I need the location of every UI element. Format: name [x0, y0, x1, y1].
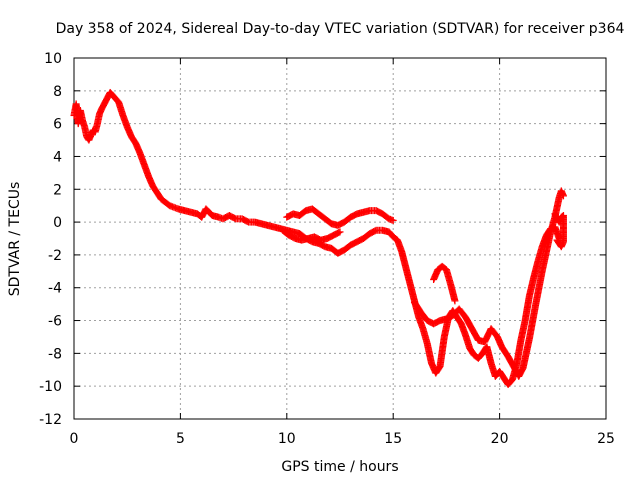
- x-axis-ticks: 0 5 10 15 20 25: [70, 58, 615, 447]
- y-tick-label: -8: [48, 346, 62, 362]
- x-axis-label: GPS time / hours: [281, 459, 398, 475]
- data-point: [554, 237, 562, 245]
- y-tick-label: 0: [53, 215, 62, 231]
- data-point: [553, 236, 561, 244]
- y-tick-label: 4: [53, 149, 62, 165]
- x-tick-label: 25: [597, 431, 615, 447]
- chart-title: Day 358 of 2024, Sidereal Day-to-day VTE…: [56, 21, 625, 37]
- y-tick-label: -10: [39, 379, 62, 395]
- plot-frame: [73, 57, 607, 420]
- y-tick-label: -12: [39, 412, 62, 428]
- x-tick-label: 0: [70, 431, 79, 447]
- y-tick-label: -4: [48, 281, 62, 297]
- y-tick-label: 6: [53, 117, 62, 133]
- x-tick-label: 10: [278, 431, 296, 447]
- data-point: [335, 229, 343, 237]
- data-point: [559, 192, 567, 200]
- data-point: [451, 297, 459, 305]
- y-tick-label: 8: [53, 84, 62, 100]
- y-tick-label: 10: [44, 51, 62, 67]
- data-point: [336, 228, 344, 236]
- y-tick-label: -2: [48, 248, 62, 264]
- x-tick-label: 20: [491, 431, 509, 447]
- y-tick-label: -6: [48, 314, 62, 330]
- y-axis-ticks: 10 8 6 4 2 0 -2 -4 -6 -8 -10 -12: [39, 51, 606, 428]
- x-tick-label: 15: [384, 431, 402, 447]
- y-axis-label: SDTVAR / TECUs: [7, 182, 23, 297]
- data-points: [70, 88, 567, 389]
- y-tick-label: 2: [53, 182, 62, 198]
- data-point: [389, 216, 397, 224]
- x-tick-label: 5: [176, 431, 185, 447]
